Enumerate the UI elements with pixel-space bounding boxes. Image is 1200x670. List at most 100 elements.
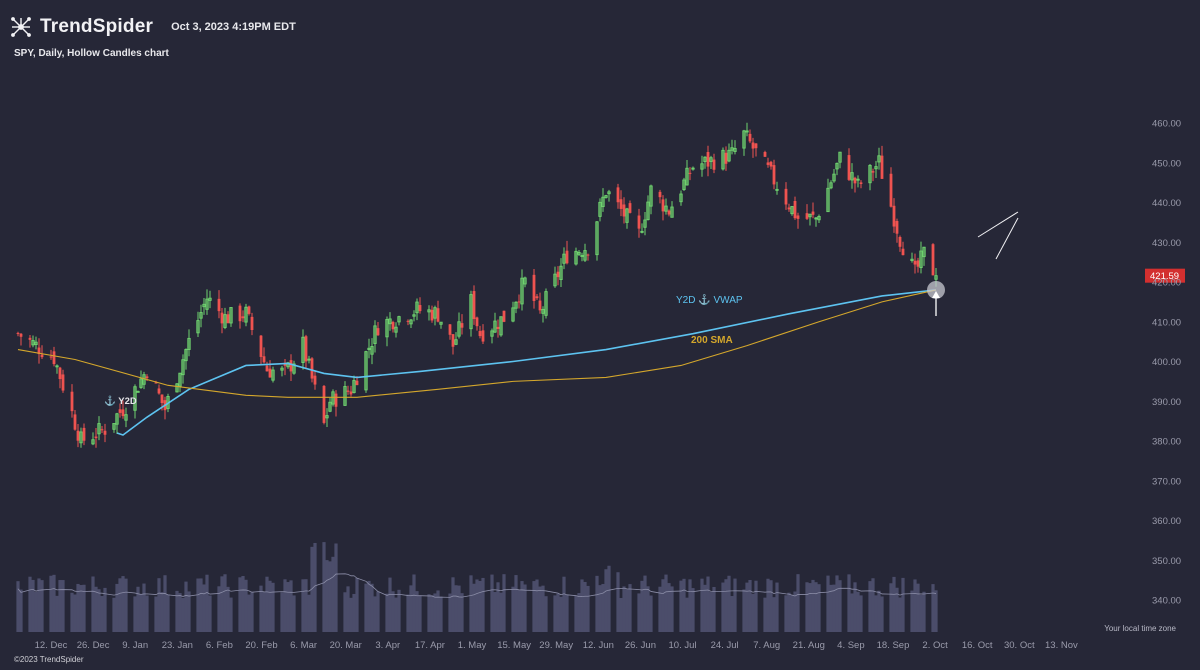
candle-body — [859, 182, 863, 185]
candle-body — [454, 339, 458, 345]
candle-body — [793, 200, 797, 219]
volume-bar — [742, 589, 746, 632]
candle-body — [55, 365, 59, 368]
volume-bar — [322, 542, 326, 632]
volume-bar — [898, 597, 902, 632]
volume-bar — [559, 596, 563, 632]
volume-bar — [220, 576, 224, 632]
candle-body — [607, 191, 611, 195]
volume-bar — [304, 579, 308, 632]
candle-body — [391, 321, 395, 330]
volume-bar — [601, 583, 605, 632]
candle-body — [310, 358, 314, 379]
candle-body — [271, 369, 275, 381]
volume-bar — [244, 579, 248, 632]
volume-bar — [268, 580, 272, 632]
volume-bar — [133, 596, 137, 632]
candle-body — [829, 182, 833, 189]
candle-body — [931, 244, 935, 276]
candle-body — [811, 211, 815, 215]
volume-bar — [472, 583, 476, 632]
volume-bar — [112, 597, 116, 632]
candle-body — [790, 206, 794, 215]
candle-body — [28, 337, 32, 340]
candle-body — [772, 165, 776, 185]
volume-bar — [784, 595, 788, 632]
candle-body — [670, 206, 674, 218]
candle-body — [244, 306, 248, 323]
sma-200-line — [17, 289, 937, 398]
candle-body — [439, 321, 443, 325]
volume-bar — [175, 590, 179, 632]
volume-bar — [481, 577, 485, 632]
volume-bar — [61, 580, 65, 632]
volume-bar — [730, 596, 734, 632]
volume-bar — [691, 588, 695, 632]
y-tick-label: 400.00 — [1152, 357, 1181, 368]
volume-bar — [265, 576, 269, 632]
volume-bar — [136, 586, 140, 632]
candle-body — [919, 250, 923, 269]
volume-bar — [460, 593, 464, 632]
candle-body — [19, 333, 23, 337]
volume-bar — [181, 597, 185, 632]
x-tick-label: 29. May — [539, 640, 573, 651]
volume-bar — [394, 597, 398, 632]
candle-body — [229, 307, 233, 324]
wedge-upper-line — [977, 211, 1019, 238]
candle-body — [175, 383, 179, 393]
candle-body — [667, 210, 671, 215]
volume-bar — [28, 576, 32, 632]
candle-body — [259, 335, 263, 357]
last-price-tag — [1145, 268, 1185, 283]
volume-bar — [70, 592, 74, 632]
candle-body — [325, 415, 329, 419]
volume-bar — [793, 591, 797, 632]
volume-bar — [889, 583, 893, 632]
y-tick-label: 390.00 — [1152, 397, 1181, 408]
volume-bar — [91, 576, 95, 632]
volume-bar — [34, 591, 38, 632]
volume-bar — [931, 584, 935, 632]
volume-bar — [139, 594, 143, 632]
volume-bar — [724, 579, 728, 632]
candle-body — [307, 358, 311, 361]
volume-bar — [427, 594, 431, 632]
candle-body — [727, 149, 731, 162]
timezone-note[interactable]: Your local time zone — [1104, 624, 1176, 633]
candle-body — [280, 367, 284, 371]
volume-bar — [706, 576, 710, 632]
volume-bar — [646, 586, 650, 632]
candle-body — [157, 388, 161, 394]
candle-body — [664, 205, 668, 212]
volume-bar — [94, 586, 98, 632]
candle-body — [355, 380, 359, 386]
spider-logo-icon — [11, 17, 31, 37]
y-tick-label: 450.00 — [1152, 158, 1181, 169]
volume-bar — [766, 578, 770, 632]
volume-bar — [331, 556, 335, 632]
candle-body — [913, 260, 917, 265]
candle-body — [853, 177, 857, 184]
candle-body — [733, 148, 737, 152]
candle-body — [916, 260, 920, 267]
y-tick-label: 420.00 — [1152, 278, 1181, 289]
price-circle-marker — [927, 280, 945, 299]
candle-body — [724, 152, 728, 164]
candle-body — [226, 314, 230, 324]
candle-body — [76, 430, 80, 441]
candle-body — [349, 391, 353, 395]
volume-bar — [31, 579, 35, 632]
volume-bar — [772, 597, 776, 632]
candle-body — [265, 365, 269, 372]
x-tick-label: 3. Apr — [375, 640, 400, 651]
volume-bar — [52, 574, 56, 632]
y-tick-label: 340.00 — [1152, 596, 1181, 607]
candle-body — [82, 427, 86, 441]
volume-bar — [376, 591, 380, 632]
candle-body — [493, 320, 497, 333]
volume-bar — [913, 579, 917, 632]
volume-bar — [286, 582, 290, 632]
volume-bar — [355, 577, 359, 632]
